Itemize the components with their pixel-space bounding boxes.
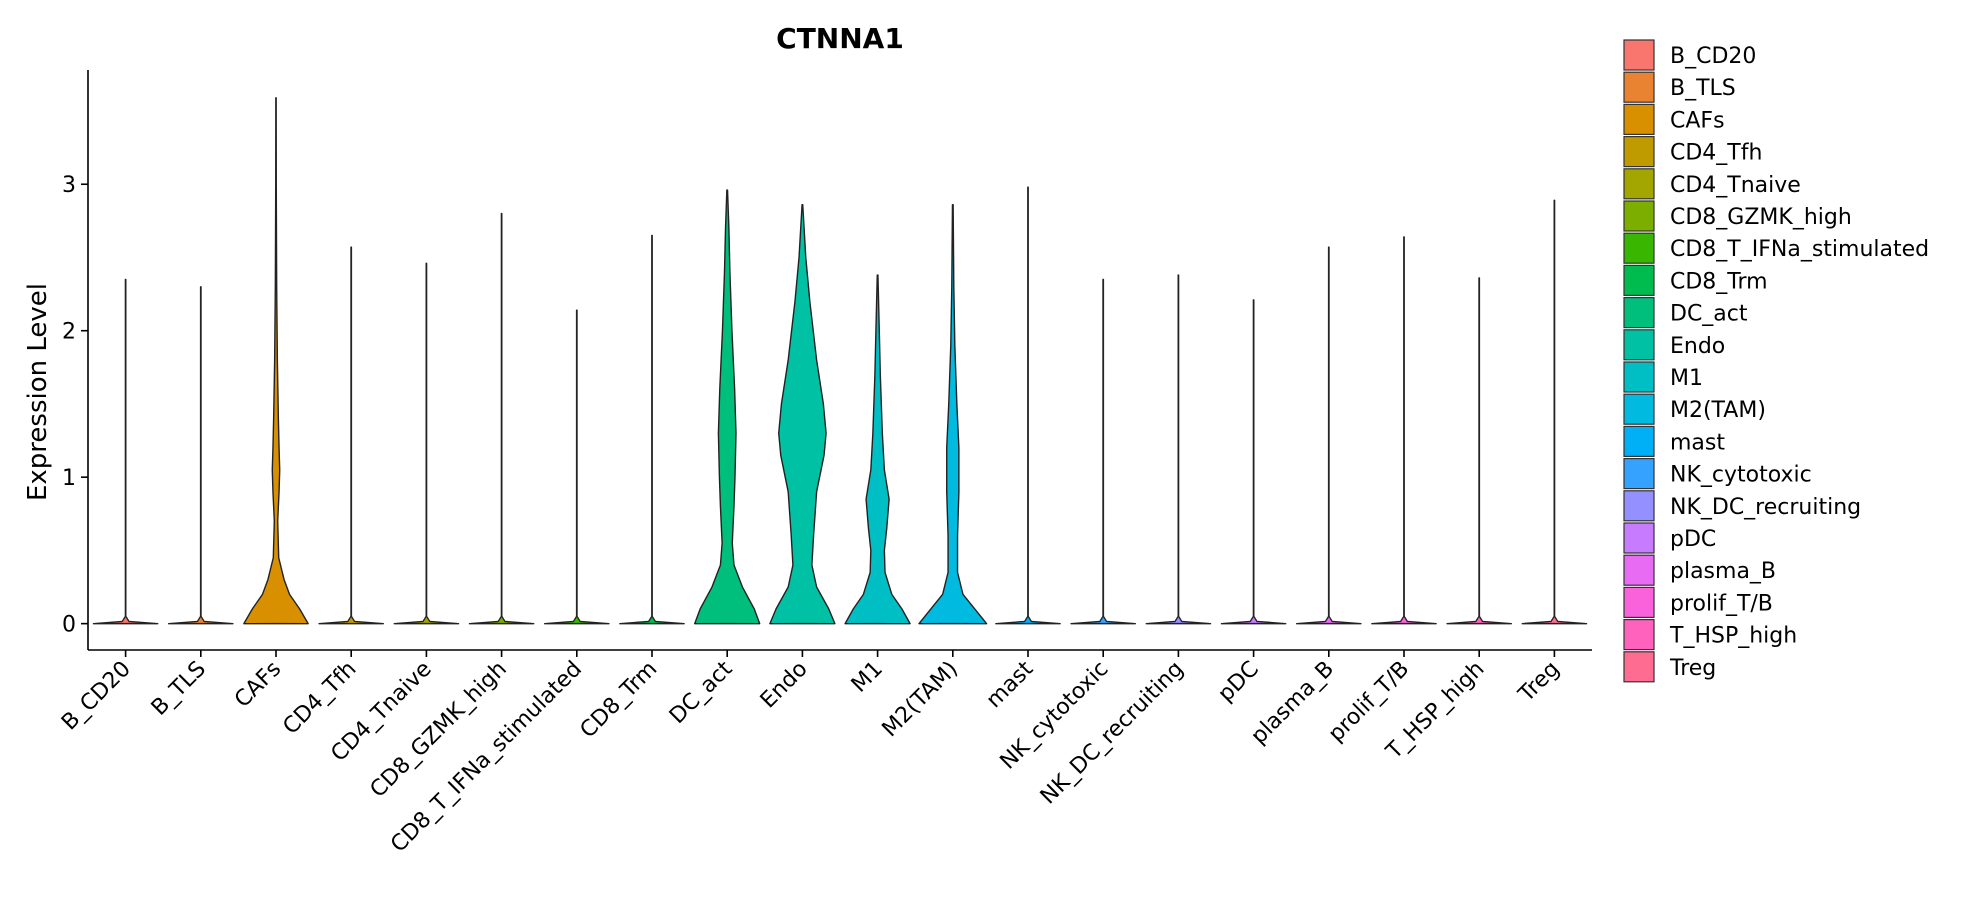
legend-swatch-cafs [1623, 103, 1655, 136]
legend: B_CD20 B_TLS CAFs CD4_Tfh CD4_Tnaive CD8_GZMK… [1623, 39, 1929, 683]
violin-endo [769, 204, 836, 625]
legend-label: NK_cytotoxic [1670, 463, 1812, 488]
x-tick-label: CD8_GZMK_high [366, 657, 512, 803]
legend-swatch-endo [1623, 329, 1655, 361]
legend-label: DC_act [1670, 302, 1748, 327]
legend-swatch-cd4-tnaive [1623, 168, 1655, 200]
violin-m1 [844, 274, 911, 625]
legend-label: CD4_Tfh [1670, 141, 1762, 166]
legend-label: CAFs [1670, 108, 1725, 133]
x-tick-label: plasma_B [1246, 657, 1339, 750]
y-tick-label: 3 [62, 173, 76, 198]
legend-swatch-dc-act [1623, 297, 1655, 329]
legend-label: CD4_Tnaive [1670, 173, 1801, 198]
legend-swatch-nk-cytotoxic [1623, 458, 1655, 490]
y-tick-label: 0 [62, 613, 76, 638]
legend-label: CD8_GZMK_high [1670, 205, 1852, 230]
x-tick-label: CD8_Trm [576, 657, 663, 744]
chart-title: CTNNA1 [776, 22, 904, 55]
legend-swatch-cd8-gzmk-high [1623, 200, 1655, 232]
violin-nk-cytotoxic [1070, 278, 1137, 625]
violin-cd4-tfh [318, 246, 385, 625]
violin-cd4-tnaive [393, 262, 460, 625]
violin-nk-dc-recruiting [1145, 274, 1212, 625]
legend-label: prolif_T/B [1670, 591, 1773, 616]
x-tick-label: Endo [756, 657, 813, 714]
violin-pdc [1220, 299, 1287, 625]
violin-b-tls [167, 286, 234, 625]
violin-dc-act [694, 189, 761, 625]
legend-label: Treg [1669, 656, 1716, 681]
y-axis-label: Expression Level [23, 283, 53, 501]
legend-label: B_TLS [1670, 76, 1736, 101]
legend-label: plasma_B [1670, 559, 1776, 584]
legend-swatch-cd4-tfh [1623, 136, 1655, 168]
violin-cd8-t-ifna-stimulated [543, 309, 610, 625]
legend-label: T_HSP_high [1669, 624, 1797, 649]
y-tick-label: 2 [62, 320, 76, 345]
x-tick-label: M1 [847, 657, 888, 698]
legend-swatch-cd8-trm [1623, 264, 1655, 296]
legend-label: NK_DC_recruiting [1670, 495, 1861, 520]
legend-swatch-prolif-t-b [1623, 586, 1655, 619]
violin-layer [92, 97, 1588, 625]
violin-cd8-gzmk-high [468, 212, 535, 625]
legend-label: pDC [1670, 527, 1716, 552]
violin-prolif-t-b [1371, 236, 1437, 625]
x-tick-label: DC_act [665, 656, 738, 729]
legend-swatch-b-cd20 [1623, 39, 1655, 71]
legend-label: M1 [1670, 366, 1703, 391]
legend-swatch-m1 [1623, 361, 1655, 393]
legend-swatch-cd8-t-ifna-stimulated [1623, 232, 1655, 264]
x-tick-label: NK_DC_recruiting [1036, 657, 1189, 810]
violin-b-cd20 [92, 278, 159, 625]
legend-swatch-b-tls [1623, 71, 1655, 103]
violin-plasma-b [1295, 246, 1362, 625]
legend-swatch-mast [1623, 425, 1655, 457]
legend-label: Endo [1670, 334, 1725, 359]
legend-label: B_CD20 [1670, 44, 1756, 69]
legend-label: CD8_Trm [1670, 269, 1768, 294]
legend-swatch-m2-tam [1623, 393, 1655, 425]
x-tick-label: CAFs [230, 657, 286, 713]
x-tick-label: mast [982, 656, 1039, 713]
legend-label: M2(TAM) [1670, 398, 1766, 423]
violin-mast [995, 186, 1061, 625]
violin-cafs [243, 97, 309, 625]
x-tick-label: M2(TAM) [878, 657, 963, 742]
x-tick-label: B_TLS [147, 657, 211, 721]
legend-swatch-treg [1623, 651, 1655, 683]
legend-swatch-plasma-b [1623, 554, 1655, 586]
legend-label: mast [1670, 430, 1725, 455]
legend-swatch-pdc [1623, 522, 1655, 554]
x-tick-label: B_CD20 [57, 657, 136, 736]
legend-label: CD8_T_IFNa_stimulated [1670, 237, 1929, 262]
y-ticks: 0 1 2 3 [62, 173, 88, 638]
x-tick-label: Treg [1514, 657, 1565, 708]
axes [87, 70, 1592, 651]
x-tick-label: pDC [1213, 657, 1263, 707]
y-tick-label: 1 [62, 466, 76, 491]
violin-t-hsp-high [1446, 277, 1513, 625]
legend-swatch-nk-dc-recruiting [1623, 490, 1655, 522]
violin-treg [1521, 199, 1588, 625]
legend-swatch-t-hsp-high [1623, 618, 1655, 651]
violin-m2-tam [918, 204, 988, 625]
violin-cd8-trm [619, 234, 685, 625]
x-ticks: B_CD20 B_TLS CAFsCD4_TfhCD4_TnaiveCD8_GZMK… [57, 650, 1565, 857]
